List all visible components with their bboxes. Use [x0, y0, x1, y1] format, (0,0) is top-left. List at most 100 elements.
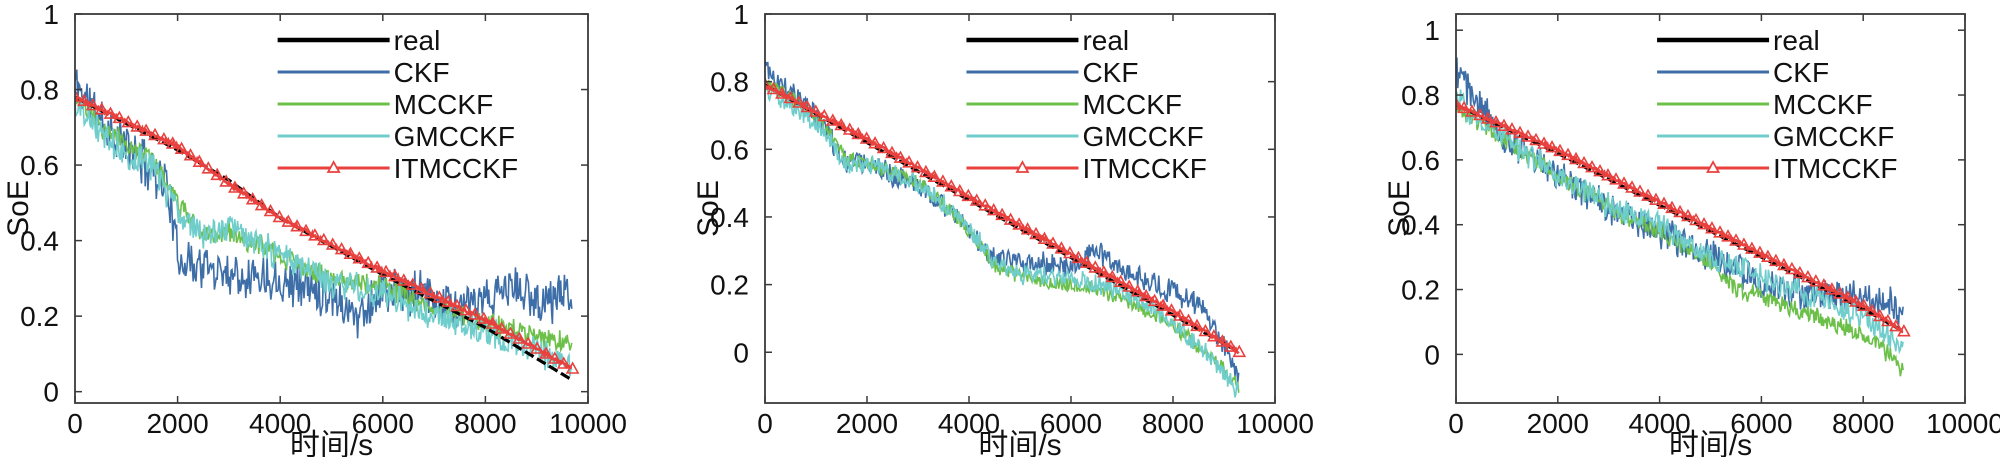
itmcckf-marker	[77, 93, 91, 107]
y-tick-label: 0.6	[20, 150, 59, 181]
itmcckf-marker	[85, 97, 100, 111]
itmcckf-marker	[1521, 129, 1535, 142]
itmcckf-marker	[986, 202, 1001, 216]
itmcckf-marker	[1457, 100, 1471, 114]
itmcckf-marker	[503, 326, 518, 339]
itmcckf-marker	[334, 241, 349, 255]
itmcckf-marker	[1745, 241, 1759, 254]
itmcckf-marker	[1633, 184, 1647, 197]
itmcckf-marker	[423, 285, 438, 299]
itmcckf-marker	[547, 351, 562, 364]
x-tick-label: 6000	[352, 408, 414, 439]
itmcckf-marker	[228, 180, 242, 193]
itmcckf-marker	[450, 298, 464, 312]
itmcckf-marker	[75, 89, 82, 102]
itmcckf-marker	[775, 86, 789, 99]
itmcckf-marker	[148, 127, 162, 141]
axes-box	[1455, 13, 1966, 404]
itmcckf-marker	[1873, 308, 1887, 322]
itmcckf-marker	[325, 237, 340, 250]
itmcckf-marker	[299, 223, 313, 237]
itmcckf-marker	[414, 281, 429, 295]
y-axis-title: SoE	[1383, 180, 1416, 237]
itmcckf-marker	[969, 193, 984, 206]
x-tick-label: 8000	[1142, 408, 1204, 439]
itmcckf-markers	[1456, 97, 1911, 337]
itmcckf-marker	[521, 336, 536, 349]
itmcckf-marker	[1029, 226, 1043, 240]
itmcckf-marker	[556, 356, 571, 369]
legend-marker	[1015, 160, 1030, 173]
itmcckf-marker	[842, 122, 857, 135]
x-tick-label: 4000	[938, 408, 1000, 439]
itmcckf-marker	[1841, 290, 1855, 303]
itmcckf-marker	[1215, 334, 1230, 347]
y-tick-label: 1	[733, 0, 749, 30]
legend-label-real: real	[1082, 25, 1129, 56]
itmcckf-marker	[1657, 196, 1671, 209]
x-axis-title: 时间/s	[1669, 429, 1752, 457]
itmcckf-marker	[944, 179, 959, 192]
x-tick-label: 10000	[549, 408, 627, 439]
x-tick-label: 0	[67, 408, 83, 439]
itmcckf-marker	[919, 164, 933, 178]
itmcckf-marker	[1681, 208, 1695, 222]
itmcckf-marker	[530, 341, 544, 354]
itmcckf-marker	[157, 131, 171, 145]
itmcckf-marker	[995, 207, 1009, 221]
legend-label-itmcckf: ITMCCKF	[1082, 153, 1206, 184]
itmcckf-marker	[1190, 318, 1204, 332]
itmcckf-marker	[1737, 237, 1751, 250]
itmcckf-marker	[263, 203, 278, 217]
x-tick-label: 10000	[1926, 408, 2000, 439]
itmcckf-marker	[112, 110, 127, 124]
itmcckf-marker	[308, 228, 322, 241]
y-tick-label: 1	[1424, 15, 1440, 46]
series-line-ckf	[75, 69, 573, 339]
itmcckf-marker	[961, 188, 976, 202]
x-tick-label: 4000	[1628, 408, 1690, 439]
x-tick-label: 8000	[1832, 408, 1894, 439]
itmcckf-marker	[868, 136, 882, 149]
x-tick-label: 2000	[1527, 408, 1589, 439]
itmcckf-marker	[952, 183, 967, 197]
itmcckf-marker	[1769, 253, 1783, 267]
itmcckf-marker	[432, 290, 447, 303]
x-tick-label: 0	[1448, 408, 1464, 439]
axes-box	[764, 13, 1276, 404]
itmcckf-marker	[1232, 344, 1247, 358]
legend-label-ckf: CKF	[394, 57, 450, 88]
x-tick-label: 2000	[146, 408, 208, 439]
itmcckf-marker	[343, 246, 358, 259]
itmcckf-marker	[1569, 151, 1583, 165]
itmcckf-marker	[1481, 111, 1495, 124]
itmcckf-marker	[1801, 269, 1815, 283]
itmcckf-marker	[236, 186, 251, 199]
itmcckf-marker	[103, 106, 118, 119]
legend-label-ckf: CKF	[1082, 57, 1138, 88]
itmcckf-marker	[1139, 288, 1153, 302]
itmcckf-marker	[290, 219, 304, 232]
x-tick-label: 0	[757, 408, 773, 439]
itmcckf-marker	[130, 119, 145, 132]
itmcckf-marker	[1473, 107, 1487, 121]
itmcckf-marker	[825, 113, 840, 126]
itmcckf-marker	[1173, 308, 1187, 321]
itmcckf-marker	[183, 148, 198, 161]
itmcckf-marker	[1553, 143, 1567, 157]
itmcckf-marker	[936, 174, 950, 187]
legend-label-gmcckf: GMCCKF	[394, 121, 515, 152]
itmcckf-marker	[388, 268, 402, 282]
legend-label-mcckf: MCCKF	[394, 89, 494, 120]
legend-label-gmcckf: GMCCKF	[1773, 121, 1894, 152]
y-tick-label: 0.4	[710, 202, 749, 233]
axes-box	[74, 13, 589, 404]
legend-label-mcckf: MCCKF	[1773, 89, 1873, 120]
y-tick-label: 0.2	[1401, 275, 1440, 306]
itmcckf-marker	[219, 174, 233, 187]
itmcckf-marker	[910, 159, 925, 173]
y-tick-label: 1	[43, 0, 59, 30]
y-tick-label: 0	[733, 337, 749, 368]
